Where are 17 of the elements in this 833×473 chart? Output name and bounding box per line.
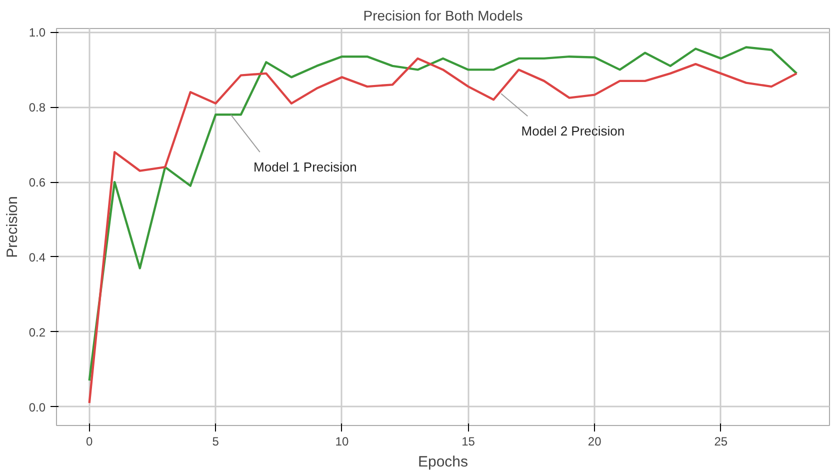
x-tick-label: 5	[212, 434, 220, 448]
y-tick-label: 0.2	[28, 325, 46, 340]
annotation: Model 1 Precision	[254, 160, 357, 175]
y-tick-label: 0.6	[28, 176, 46, 190]
y-axis-title: Precision	[4, 196, 21, 258]
annotation: Model 2 Precision	[521, 124, 625, 139]
y-tick-label: 0.4	[28, 250, 46, 264]
y-tick-label: 0.8	[28, 100, 46, 115]
x-tick-label: 25	[714, 434, 728, 448]
y-tick-label: 1.0	[28, 26, 46, 40]
x-tick-label: 15	[462, 434, 476, 448]
x-tick-label: 0	[86, 434, 94, 448]
x-axis-title: Epochs	[418, 454, 468, 470]
y-tick-label: 0.0	[28, 400, 46, 414]
x-tick-label: 20	[588, 434, 602, 448]
chart-title: Precision for Both Models	[363, 8, 523, 24]
x-tick-label: 10	[335, 434, 349, 448]
